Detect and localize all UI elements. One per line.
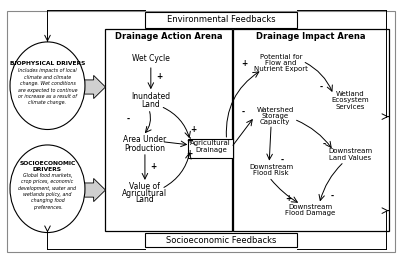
- Text: Ecosystem: Ecosystem: [331, 97, 369, 103]
- Text: Wet Cycle: Wet Cycle: [132, 54, 170, 63]
- Text: Production: Production: [124, 144, 166, 153]
- Ellipse shape: [10, 42, 85, 130]
- Text: +: +: [186, 136, 193, 145]
- Text: Capacity: Capacity: [260, 119, 290, 125]
- Text: Includes impacts of local
climate and climate
change. Wet conditions
are expecte: Includes impacts of local climate and cl…: [18, 68, 77, 105]
- Text: +: +: [156, 72, 163, 81]
- Text: Land: Land: [142, 100, 160, 109]
- Text: -: -: [320, 83, 323, 92]
- Text: Global food markets,
crop prices, economic
development, water and
wetlands polic: Global food markets, crop prices, econom…: [18, 173, 76, 210]
- Text: Flood Damage: Flood Damage: [286, 210, 336, 216]
- Text: Drainage Action Arena: Drainage Action Arena: [115, 32, 222, 41]
- FancyBboxPatch shape: [233, 29, 389, 231]
- Ellipse shape: [10, 145, 85, 233]
- Text: Potential for: Potential for: [260, 54, 302, 60]
- Text: Flood Risk: Flood Risk: [253, 170, 289, 176]
- Text: -: -: [281, 156, 284, 165]
- Text: Downstream: Downstream: [328, 148, 372, 154]
- Text: Drainage Impact Arena: Drainage Impact Arena: [256, 32, 366, 41]
- Text: Inundated: Inundated: [131, 91, 170, 100]
- Text: Socioeconomic Feedbacks: Socioeconomic Feedbacks: [166, 235, 276, 244]
- Text: Flow and: Flow and: [265, 60, 297, 66]
- Text: Services: Services: [335, 104, 365, 110]
- Text: Environmental Feedbacks: Environmental Feedbacks: [166, 15, 275, 24]
- Text: Land Values: Land Values: [329, 155, 371, 161]
- FancyBboxPatch shape: [106, 29, 232, 231]
- Text: Drainage: Drainage: [195, 147, 227, 153]
- Text: Value of: Value of: [130, 182, 160, 191]
- Text: +: +: [186, 149, 193, 158]
- Text: SOCIOECONOMIC
DRIVERS: SOCIOECONOMIC DRIVERS: [19, 161, 76, 172]
- Text: +: +: [286, 194, 292, 203]
- Text: -: -: [323, 140, 326, 149]
- Text: Wetland: Wetland: [336, 91, 364, 97]
- Text: Watershed: Watershed: [256, 107, 294, 113]
- Text: BIOPHYSICAL DRIVERS: BIOPHYSICAL DRIVERS: [10, 61, 85, 66]
- Text: Land: Land: [136, 195, 154, 204]
- Text: +: +: [150, 162, 157, 171]
- Text: Area Under: Area Under: [123, 135, 166, 144]
- Text: Storage: Storage: [262, 113, 289, 119]
- Text: Nutrient Export: Nutrient Export: [254, 66, 308, 72]
- FancyBboxPatch shape: [188, 139, 233, 158]
- FancyBboxPatch shape: [145, 12, 297, 28]
- Text: -: -: [241, 108, 244, 117]
- FancyBboxPatch shape: [145, 233, 297, 248]
- Text: Downstream: Downstream: [249, 164, 293, 170]
- Text: +: +: [190, 125, 196, 134]
- Text: -: -: [127, 115, 130, 124]
- Text: Agricultural: Agricultural: [122, 189, 168, 198]
- Text: -: -: [331, 192, 334, 201]
- Text: +: +: [242, 59, 248, 68]
- FancyArrow shape: [84, 178, 106, 202]
- FancyArrow shape: [84, 75, 106, 99]
- Text: Agricultural: Agricultural: [190, 140, 231, 146]
- Text: Downstream: Downstream: [288, 204, 333, 210]
